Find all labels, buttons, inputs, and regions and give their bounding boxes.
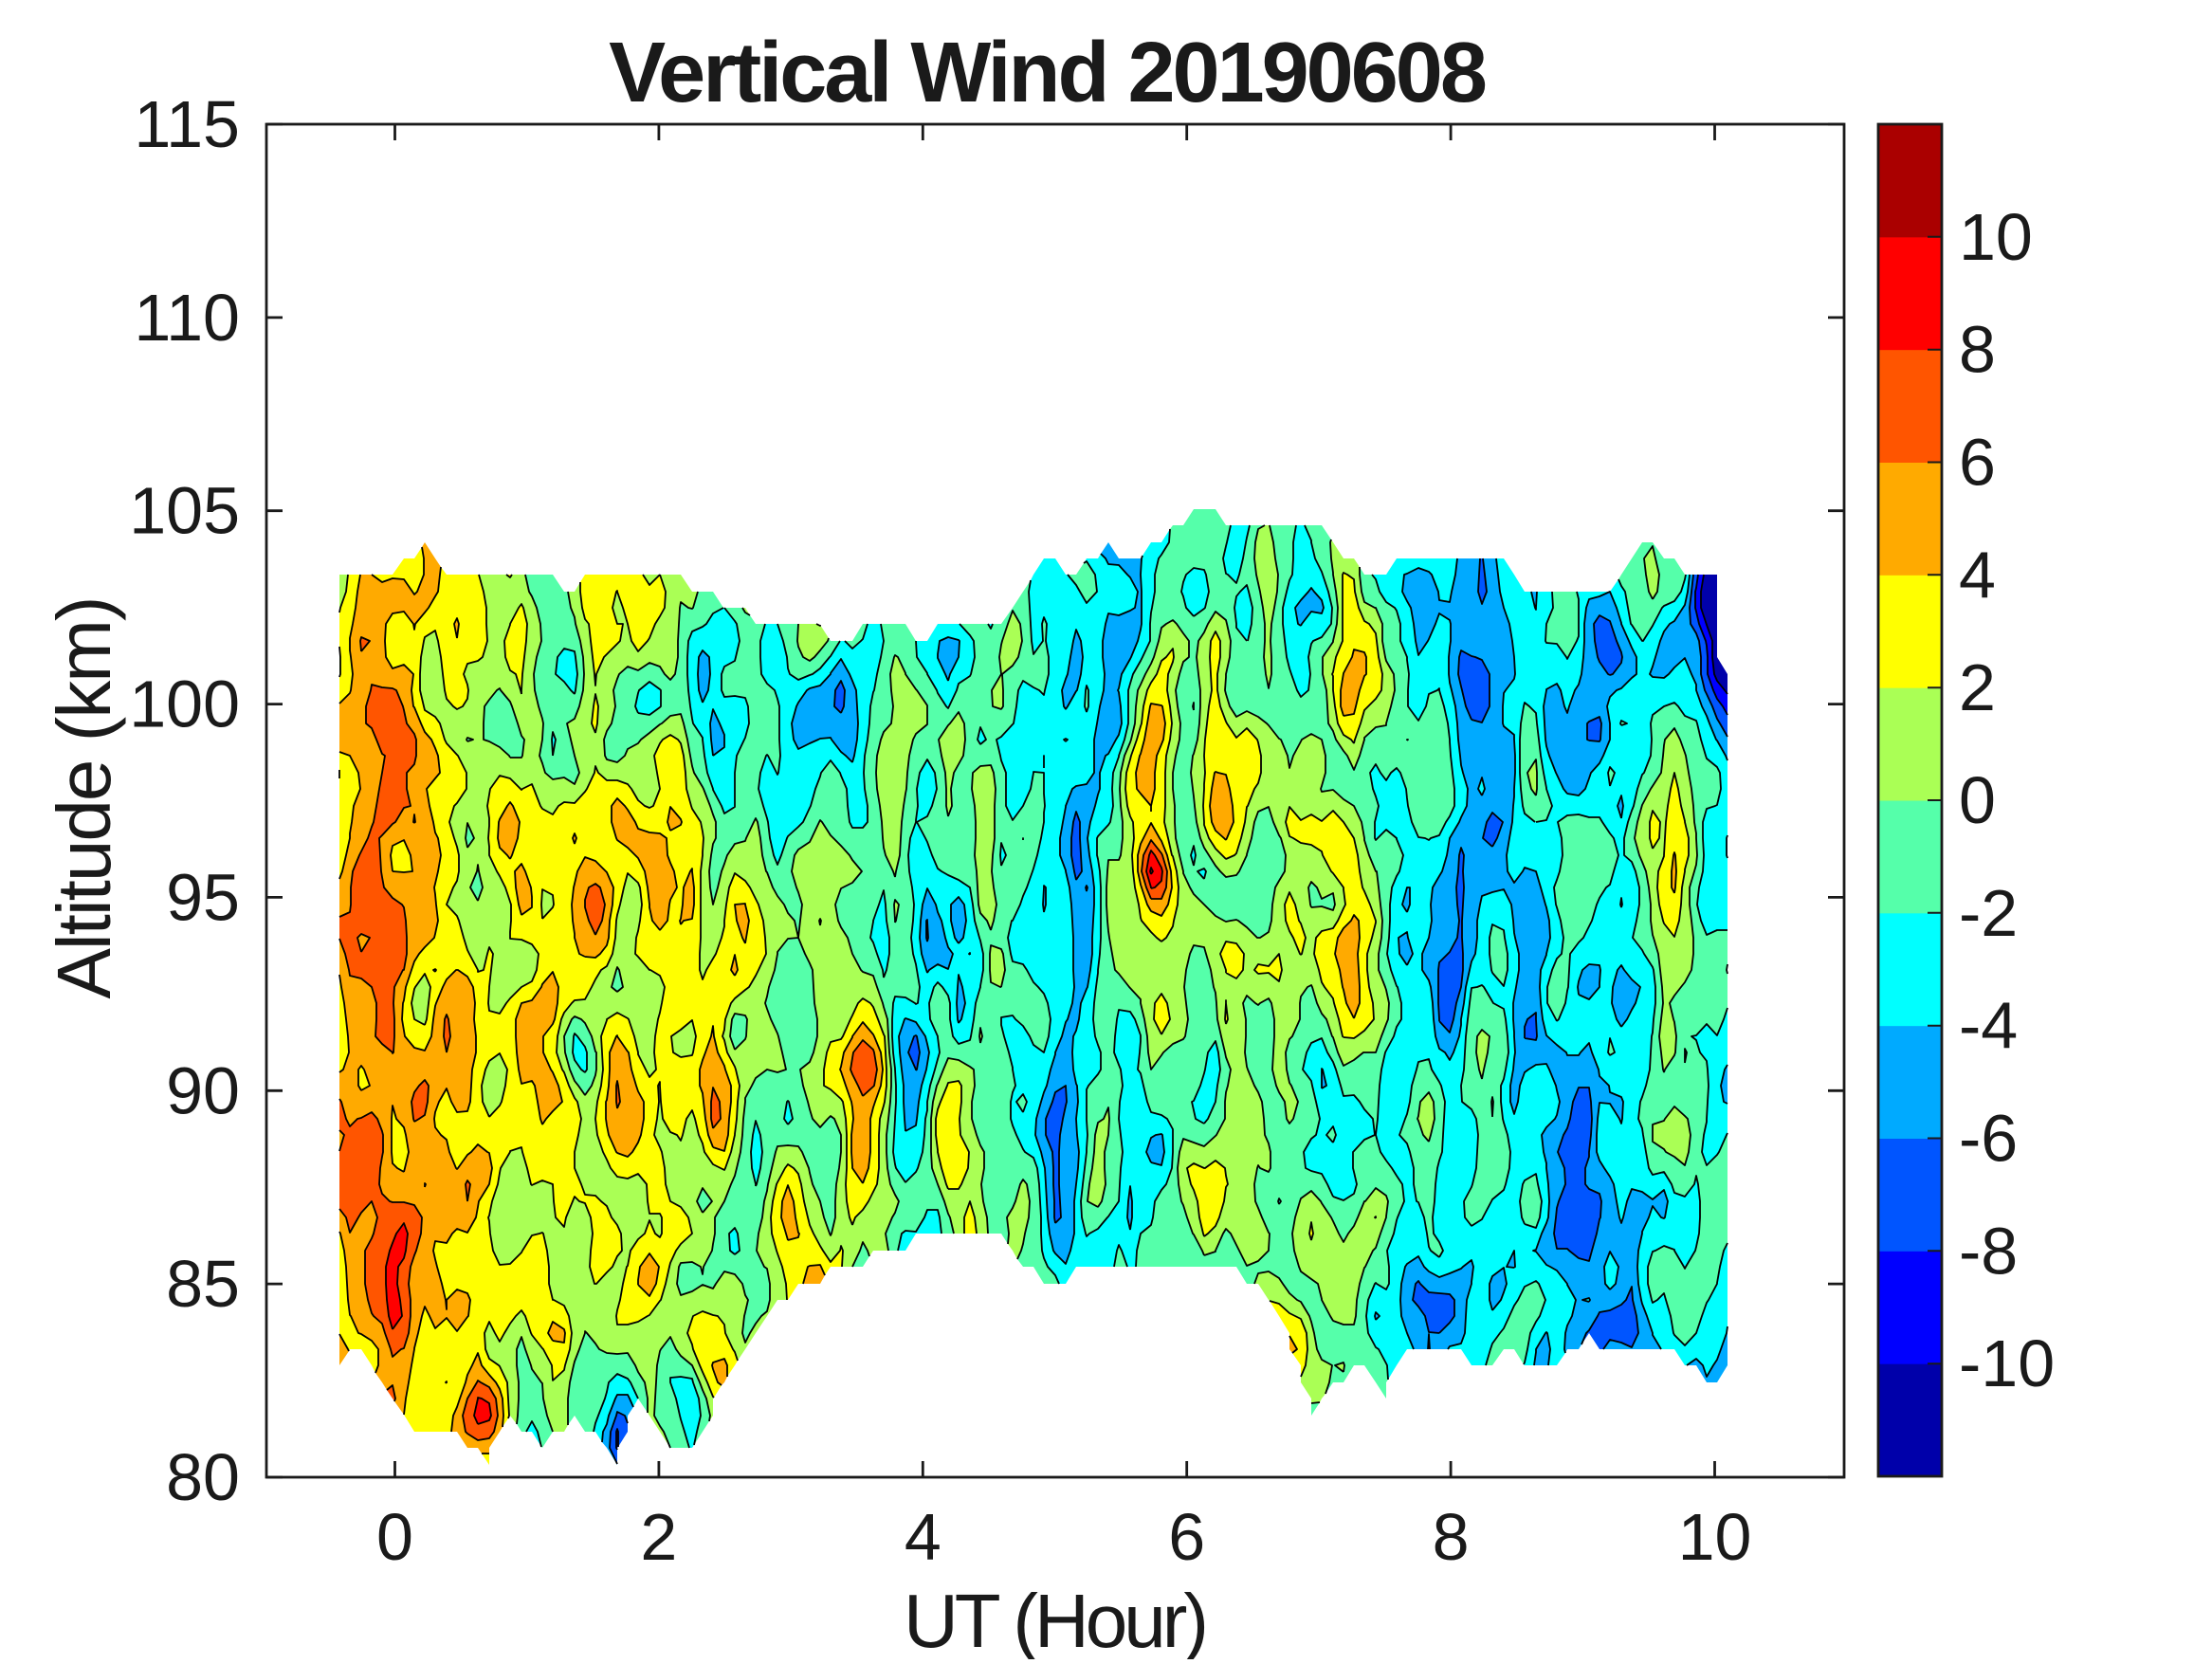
svg-text:6: 6: [1959, 426, 1996, 500]
svg-text:-6: -6: [1959, 1102, 2018, 1176]
svg-text:0: 0: [1959, 763, 1996, 837]
svg-text:-4: -4: [1959, 989, 2018, 1063]
svg-text:80: 80: [166, 1440, 240, 1514]
svg-text:Vertical Wind 20190608: Vertical Wind 20190608: [609, 26, 1486, 120]
svg-text:2: 2: [640, 1500, 677, 1574]
svg-text:85: 85: [166, 1247, 240, 1321]
svg-text:8: 8: [1433, 1500, 1470, 1574]
svg-text:-8: -8: [1959, 1214, 2018, 1288]
svg-text:UT (Hour): UT (Hour): [904, 1579, 1205, 1659]
svg-text:95: 95: [166, 860, 240, 934]
svg-text:90: 90: [166, 1053, 240, 1127]
svg-text:0: 0: [376, 1500, 413, 1574]
svg-text:2: 2: [1959, 650, 1996, 724]
svg-text:6: 6: [1168, 1500, 1205, 1574]
svg-text:105: 105: [129, 474, 240, 548]
svg-text:-10: -10: [1959, 1326, 2055, 1400]
svg-text:10: 10: [1959, 200, 2033, 274]
svg-text:4: 4: [1959, 538, 1996, 612]
svg-text:Altitude (km): Altitude (km): [42, 598, 126, 999]
svg-text:4: 4: [905, 1500, 941, 1574]
svg-text:-2: -2: [1959, 876, 2018, 950]
svg-text:10: 10: [1678, 1500, 1752, 1574]
svg-text:115: 115: [134, 87, 240, 161]
svg-text:8: 8: [1959, 313, 1996, 387]
svg-text:110: 110: [134, 281, 240, 355]
svg-text:100: 100: [129, 667, 240, 741]
